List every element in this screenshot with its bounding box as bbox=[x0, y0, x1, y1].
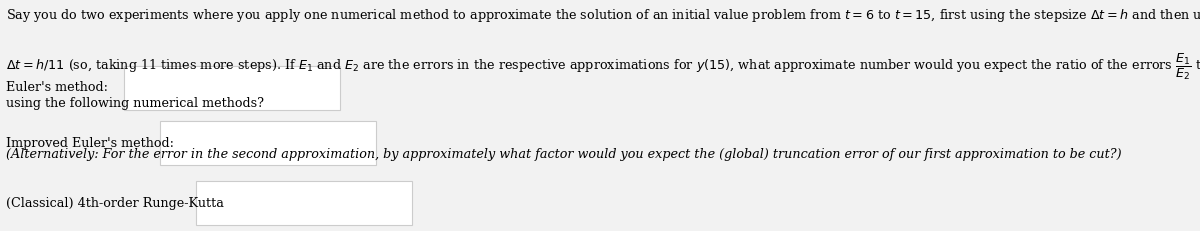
Text: (Classical) 4th-order Runge-Kutta: (Classical) 4th-order Runge-Kutta bbox=[6, 197, 224, 210]
FancyBboxPatch shape bbox=[196, 181, 412, 225]
FancyBboxPatch shape bbox=[160, 121, 376, 165]
Text: Improved Euler's method:: Improved Euler's method: bbox=[6, 137, 174, 150]
Text: Say you do two experiments where you apply one numerical method to approximate t: Say you do two experiments where you app… bbox=[6, 7, 1200, 24]
Text: (Alternatively: For the error in the second approximation, by approximately what: (Alternatively: For the error in the sec… bbox=[6, 148, 1122, 161]
Text: $\Delta t = h/11$ (so, taking 11 times more steps). If $E_1$ and $E_2$ are the e: $\Delta t = h/11$ (so, taking 11 times m… bbox=[6, 52, 1200, 82]
Text: Euler's method:: Euler's method: bbox=[6, 81, 108, 94]
Text: using the following numerical methods?: using the following numerical methods? bbox=[6, 97, 264, 110]
FancyBboxPatch shape bbox=[124, 66, 340, 110]
